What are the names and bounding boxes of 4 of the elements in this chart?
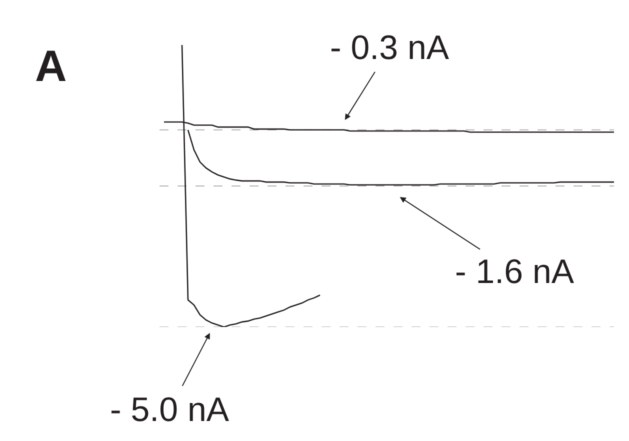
text: A bbox=[35, 42, 67, 91]
annotation: - 0.3 nA bbox=[330, 29, 450, 67]
text: - 5.0 nA bbox=[110, 391, 230, 429]
annotation: - 1.6 nA bbox=[455, 253, 574, 291]
